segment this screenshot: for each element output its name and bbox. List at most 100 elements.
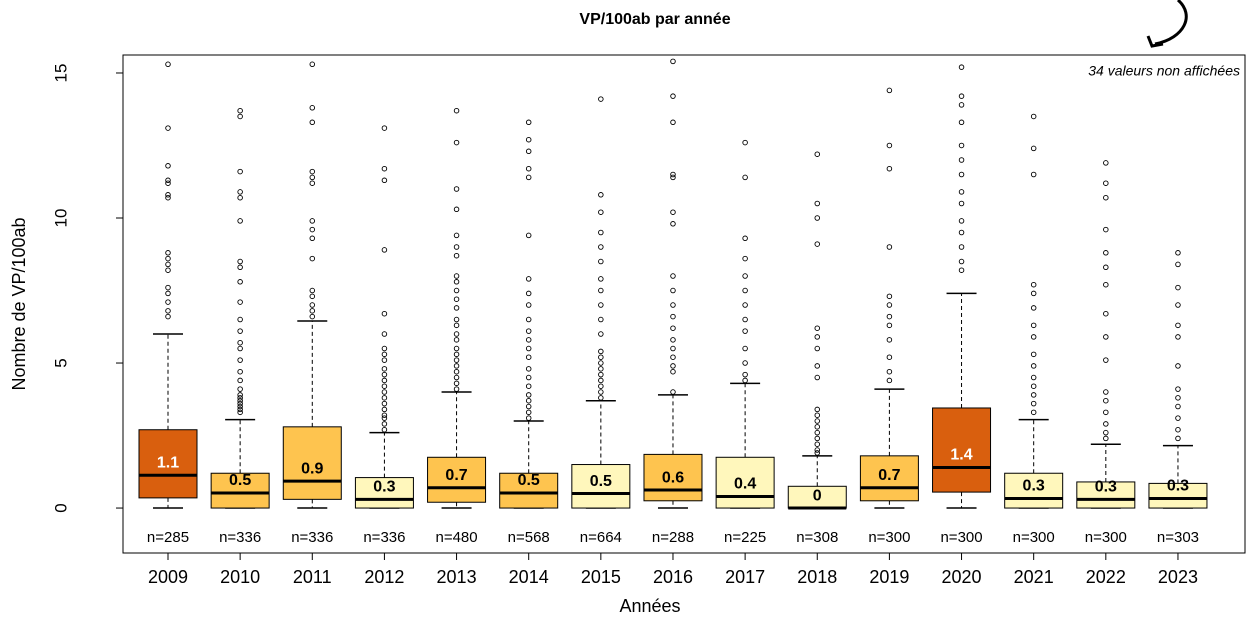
outlier [237,299,243,305]
outlier [886,293,893,300]
outlier [453,386,460,392]
outlier [525,409,532,416]
outlier [309,168,316,175]
outlier [453,331,460,337]
outlier [670,313,676,320]
outlier [742,273,748,279]
outlier [381,177,388,184]
outlier [381,377,388,384]
outlier [598,383,604,389]
outlier [814,363,821,369]
outlier [165,255,171,262]
outlier [1103,264,1109,271]
outlier [525,174,532,181]
outlier [453,368,460,375]
outlier [598,331,604,337]
outlier [670,287,676,294]
outlier [670,221,676,227]
outlier [525,148,532,155]
outlier [381,331,388,337]
outlier [1103,334,1109,340]
outlier [598,96,604,102]
annotation: 34 valeurs non affichées [1088,63,1240,79]
outlier [237,345,243,352]
outlier [381,310,388,317]
outlier [1030,305,1037,311]
median-label: 0.5 [590,473,612,490]
n-label: n=300 [1085,529,1127,546]
outlier [1103,357,1109,363]
outlier [165,299,171,305]
outlier [165,284,171,291]
box [859,455,919,502]
outlier [525,403,532,410]
x-tick-label: 2010 [220,567,260,587]
outlier [381,247,388,253]
outlier [742,328,748,334]
outlier [958,267,965,273]
outlier [165,267,171,273]
outlier [670,273,676,279]
outlier [598,287,604,294]
outlier [525,119,532,126]
outlier [598,389,604,395]
outlier [1175,363,1181,369]
outlier [1175,415,1181,421]
outlier [814,447,821,453]
outlier [814,418,821,424]
outlier [670,363,676,369]
outlier [814,334,821,340]
outlier [958,258,965,265]
outlier [958,244,965,250]
n-label: n=336 [363,529,405,546]
x-tick-label: 2022 [1086,567,1126,587]
outlier [525,302,532,308]
outlier [237,168,243,175]
outlier [1030,113,1037,120]
outlier [886,313,893,320]
outlier [598,244,604,250]
outlier [237,409,243,416]
outlier [525,374,532,381]
n-label: n=480 [435,529,477,546]
outlier [1030,363,1037,369]
outlier [1030,400,1037,407]
outlier [381,366,388,372]
x-tick-label: 2018 [797,567,837,587]
outlier [453,296,460,302]
outlier [886,302,893,308]
median-label: 0.6 [662,469,684,486]
outlier [1175,334,1181,340]
annotation-arrow [1154,0,1188,46]
outlier [814,435,821,442]
outlier [525,392,532,398]
outlier [670,58,676,65]
outlier [525,383,532,389]
outlier [453,357,460,363]
outlier [237,316,243,323]
outlier [165,194,171,201]
outlier [1175,250,1181,256]
outlier [742,174,748,181]
outlier [1175,435,1181,442]
outlier [1030,383,1037,389]
outlier [742,377,748,384]
outlier [670,171,676,178]
outlier [886,354,893,360]
y-tick-label: 0 [51,503,70,512]
n-label: n=288 [652,529,694,546]
outlier [453,186,460,192]
outlier [165,192,171,198]
outlier [237,400,243,407]
outlier [814,241,821,247]
outlier [1175,386,1181,392]
outlier [237,279,243,285]
outlier [1103,435,1109,442]
outlier [237,395,243,401]
outlier [309,308,316,314]
median-label: 0 [813,487,822,504]
outlier [381,345,388,352]
outlier [381,383,388,389]
outlier [598,395,604,401]
outlier [309,105,316,111]
